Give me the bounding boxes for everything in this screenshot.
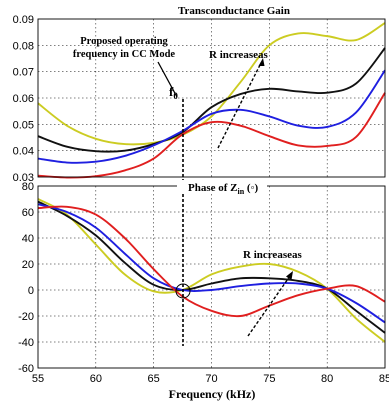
gain-panel-title: Transconductance Gain: [178, 5, 290, 17]
gain-trend-annotation: R increaseas: [209, 49, 268, 149]
phase-x-tick-label: 80: [321, 373, 333, 385]
phase-title-backdrop: [177, 180, 267, 194]
gain-panel: Transconductance Gain 0.030.040.050.060.…: [13, 5, 386, 184]
operating-point-annotation: Proposed operating frequency in CC Mode …: [73, 36, 178, 101]
gain-plot-frame: [37, 18, 386, 178]
f0-label: f0: [169, 84, 178, 101]
phase-x-tick-label: 60: [90, 373, 102, 385]
gain-y-tick-label: 0.07: [13, 67, 34, 79]
gain-grid: [38, 19, 385, 177]
phase-y-tick-label: 40: [22, 233, 34, 245]
phase-panel-title: Phase of Zin (◦): [188, 182, 258, 196]
gain-series-line-3: [37, 69, 386, 164]
phase-series: [37, 198, 386, 343]
phase-x-tick-label: 75: [263, 373, 275, 385]
x-axis-label: Frequency (kHz): [169, 387, 256, 401]
gain-series-line-2: [37, 47, 386, 153]
gain-series-line-4: [37, 92, 386, 179]
gain-trend-arrowhead: [258, 58, 265, 66]
phase-x-tick-label: 85: [379, 373, 389, 385]
phase-y-tick-label: 80: [22, 181, 34, 193]
gain-y-tick-label: 0.04: [13, 146, 34, 158]
crossing-circle: [175, 283, 191, 299]
phase-trend-annotation: R increaseas: [243, 249, 302, 337]
phase-x-tick-label: 70: [205, 373, 217, 385]
gain-y-tick-label: 0.03: [13, 172, 34, 184]
gain-trend-label: R increaseas: [209, 49, 268, 61]
gain-y-tick-label: 0.09: [13, 14, 34, 26]
gain-y-tick-label: 0.08: [13, 40, 34, 52]
phase-y-tick-label: 60: [22, 207, 34, 219]
phase-x-tick-label: 65: [148, 373, 160, 385]
phase-x-tick-label: 55: [32, 373, 44, 385]
phase-y-tick-label: -40: [18, 337, 34, 349]
gain-y-ticks: 0.03 0.04 0.05 0.06 0.07 0.08 0.09: [13, 14, 34, 184]
phase-trend-label: R increaseas: [243, 249, 302, 261]
gain-trend-arrow: [217, 62, 262, 149]
operating-point-line-1: Proposed operating: [80, 36, 168, 47]
phase-y-tick-label: -60: [18, 363, 34, 375]
phase-panel: -60 -40 -20 0 20 40 60 80 55 60 65 70 75 80 85 Freque…: [18, 181, 389, 401]
operating-point-line-2: frequency in CC Mode: [73, 49, 176, 60]
phase-x-ticks: 55 60 65 70 75 80 85: [32, 373, 389, 385]
gain-series: [37, 22, 386, 179]
phase-y-ticks: -60 -40 -20 0 20 40 60 80: [18, 181, 34, 375]
phase-trend-arrow: [247, 275, 291, 337]
gain-y-tick-label: 0.06: [13, 93, 34, 105]
phase-y-tick-label: -20: [18, 311, 34, 323]
gain-y-tick-label: 0.05: [13, 119, 34, 131]
phase-trend-arrowhead: [286, 271, 293, 280]
phase-series-line-4: [37, 205, 386, 318]
phase-y-tick-label: 0: [28, 285, 34, 297]
phase-y-tick-label: 20: [22, 259, 34, 271]
operating-point-arrow: [157, 61, 178, 98]
gain-series-line-1: [37, 22, 386, 146]
